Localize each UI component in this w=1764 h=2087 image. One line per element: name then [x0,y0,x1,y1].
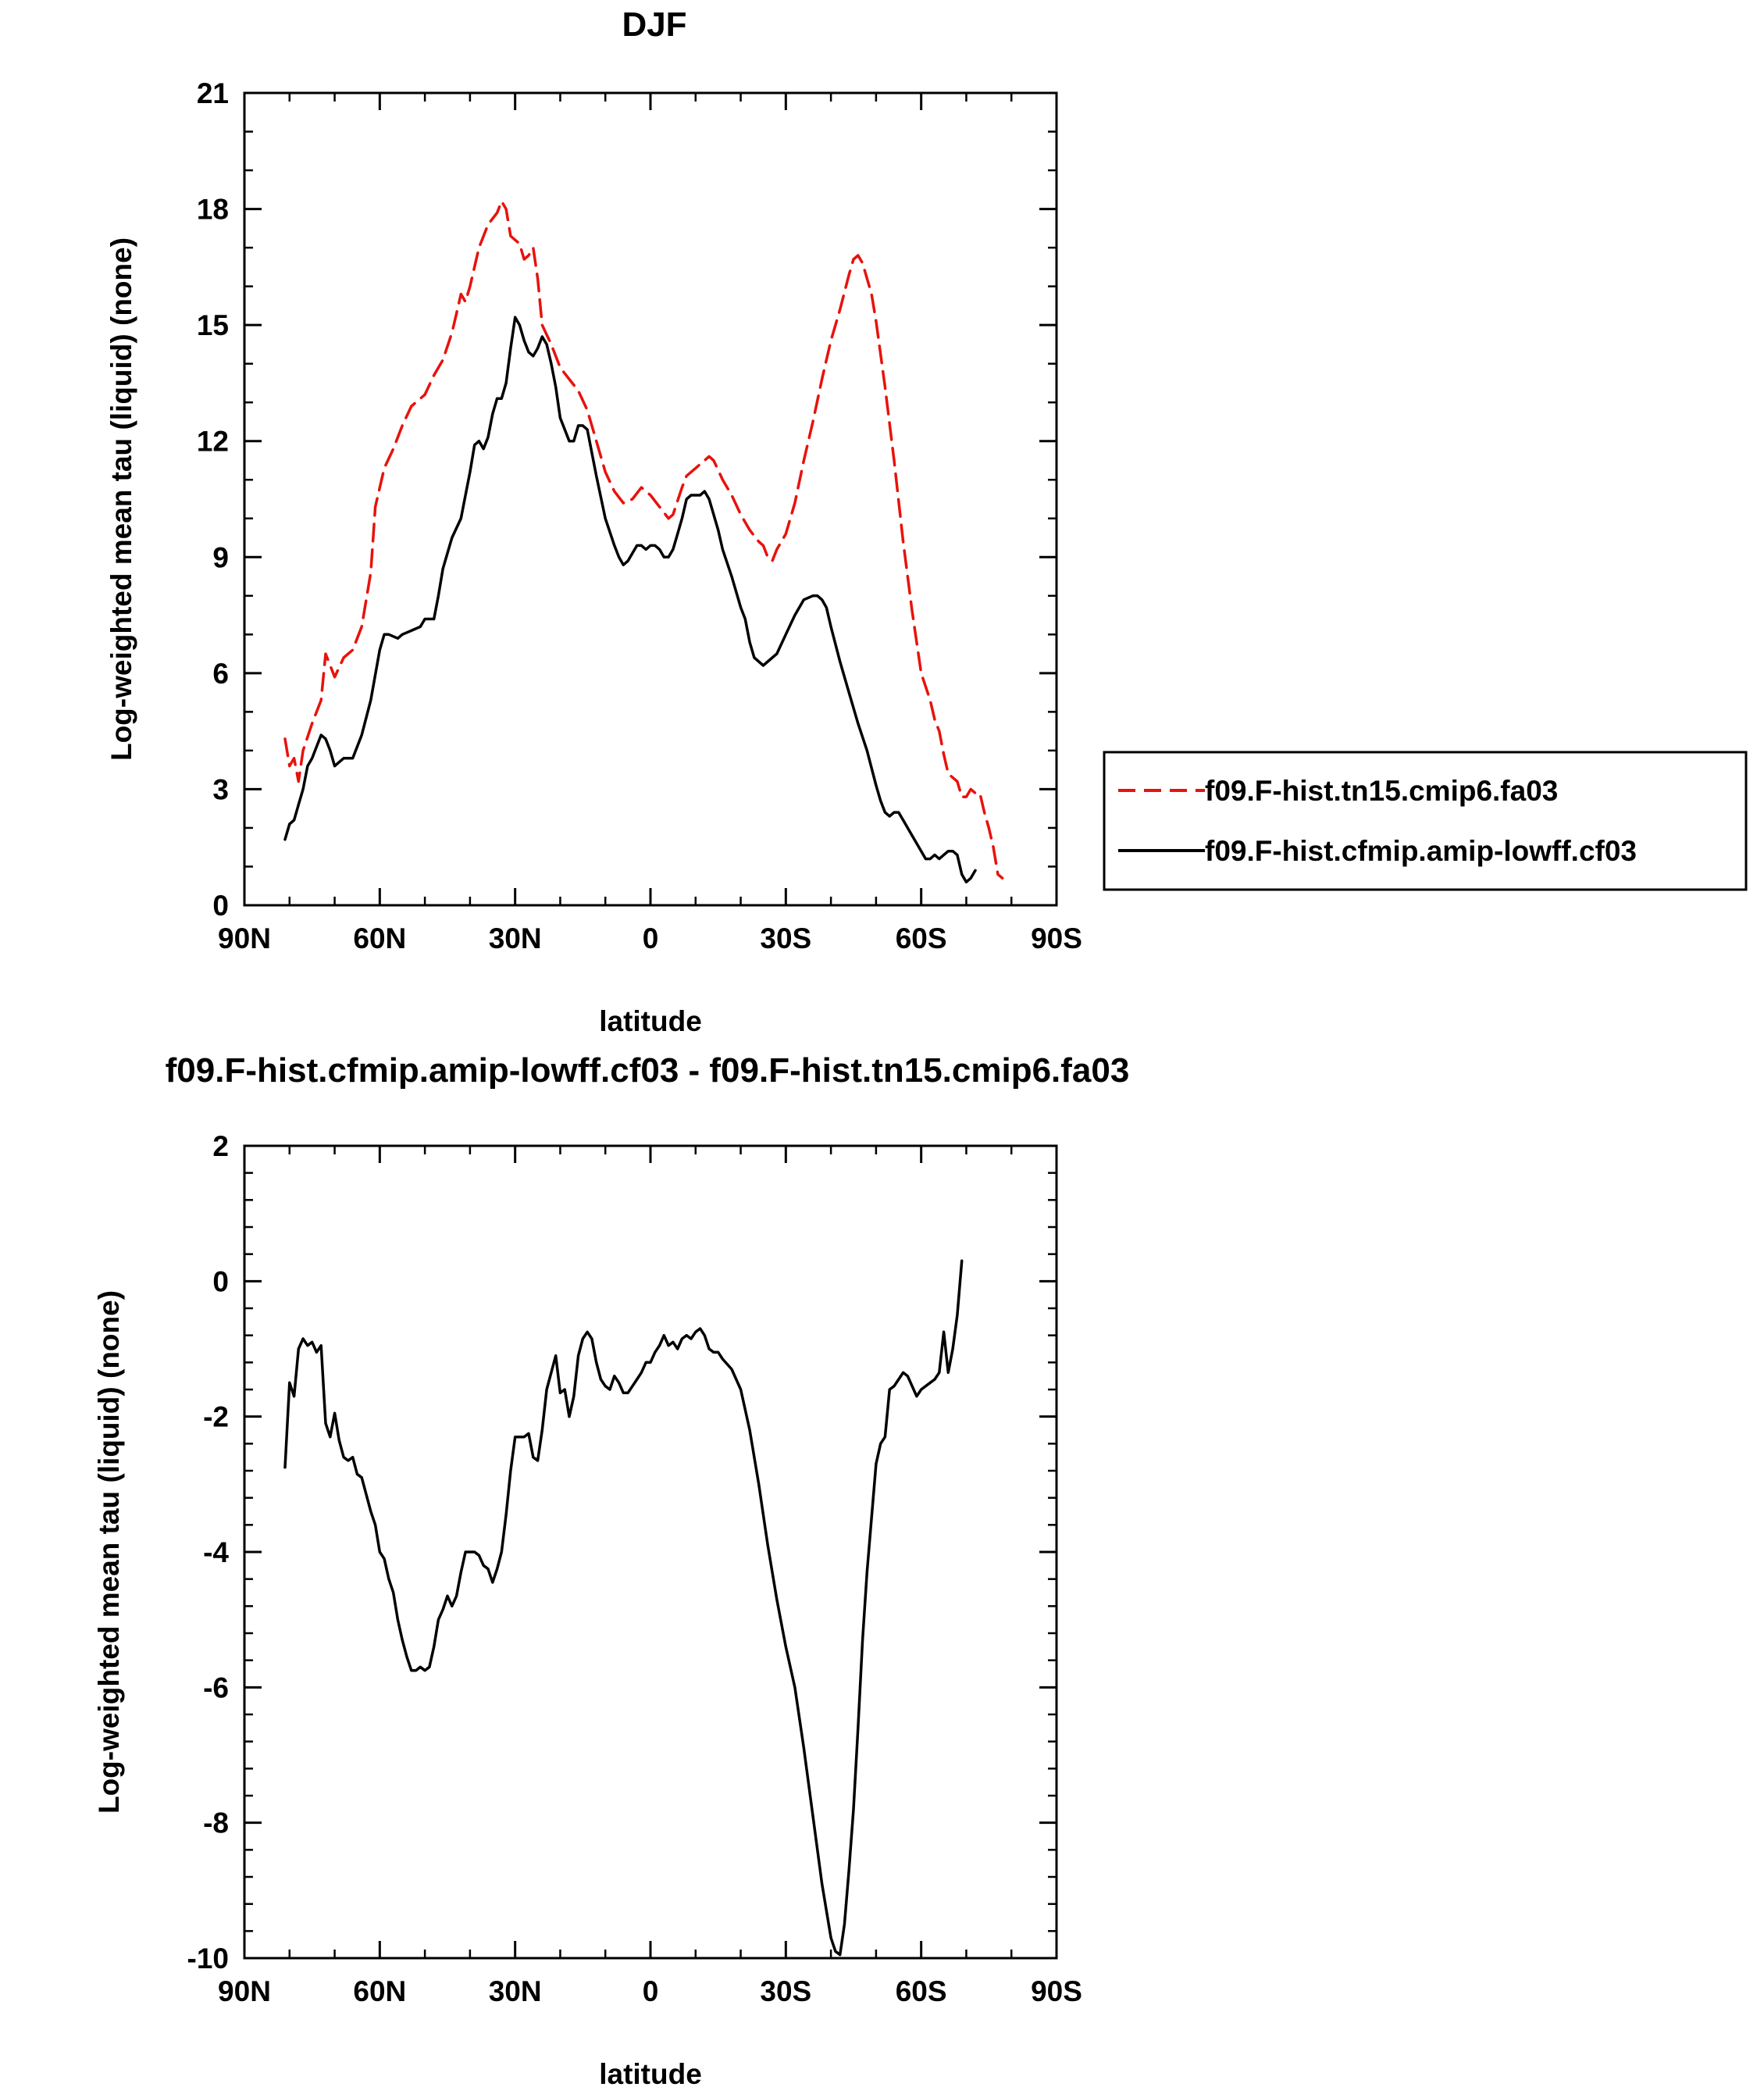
bottom-y-tick-label: -2 [203,1401,229,1433]
bottom-x-tick-label: 90N [218,1975,271,2007]
top-x-tick-label: 30N [489,922,542,954]
top-y-tick-label: 6 [212,658,229,690]
bottom-axis-ticks: 90N 60N 30N 0 30S 60S 90S -10 -8 -6 -4 -2 0 2 [187,1130,1082,2007]
bottom-series-line-1 [283,1259,964,1957]
bottom-chart-title: f09.F-hist.cfmip.amip-lowff.cf03 - f09.F… [166,1051,1130,1090]
bottom-x-tick-label: 90S [1031,1975,1082,2007]
top-y-tick-label: 21 [197,77,229,109]
top-panel: DJF 90N 60N 30N 0 30S 60S 90S 0 3 6 9 12 15 18 21 lati… [105,5,1748,1037]
top-y-tick-label: 15 [197,309,229,341]
bottom-x-tick-label: 30S [760,1975,811,2007]
bottom-series-line [283,1259,964,1957]
legend-label-series-1: f09.F-hist.tn15.cmip6.fa03 [1205,775,1558,807]
top-x-tick-label: 60N [353,922,406,954]
top-x-tick-label: 90N [218,922,271,954]
legend: f09.F-hist.tn15.cmip6.fa03 f09.F-hist.cf… [1103,751,1748,891]
bottom-y-tick-label: 2 [212,1130,229,1162]
bottom-y-axis-label: Log-weighted mean tau (liquid) (none) [93,1290,125,1814]
top-y-tick-label: 9 [212,541,229,573]
bottom-x-tick-label: 60S [896,1975,947,2007]
top-series-lines [283,199,1004,884]
bottom-x-tick-label: 30N [489,1975,542,2007]
top-series-line-2 [283,316,977,884]
legend-label-series-2: f09.F-hist.cfmip.amip-lowff.cf03 [1205,835,1637,867]
top-y-tick-label: 12 [197,426,229,458]
bottom-plot-frame [243,1144,1058,1960]
bottom-y-tick-label: -8 [203,1807,229,1839]
legend-box [1103,751,1748,891]
bottom-x-axis-label: latitude [599,2058,702,2087]
top-plot-frame [243,91,1058,907]
top-axis-ticks: 90N 60N 30N 0 30S 60S 90S 0 3 6 9 12 15 18 21 [197,77,1082,954]
bottom-y-tick-label: -10 [187,1943,229,1975]
top-x-tick-label: 90S [1031,922,1082,954]
bottom-panel: f09.F-hist.cfmip.amip-lowff.cf03 - f09.F… [93,1051,1129,2087]
top-x-tick-label: 60S [896,922,947,954]
top-x-axis-label: latitude [599,1005,702,1037]
top-chart-title: DJF [622,5,686,44]
bottom-x-tick-label: 60N [353,1975,406,2007]
top-y-axis-label: Log-weighted mean tau (liquid) (none) [105,237,137,761]
bottom-y-tick-label: 0 [212,1265,229,1297]
bottom-x-tick-label: 0 [643,1975,659,2007]
bottom-y-tick-label: -4 [203,1536,229,1568]
top-x-tick-label: 0 [643,922,659,954]
top-series-line-1 [283,199,1004,880]
top-y-tick-label: 18 [197,194,229,226]
bottom-y-tick-label: -6 [203,1671,229,1703]
top-x-tick-label: 30S [760,922,811,954]
top-y-tick-label: 3 [212,773,229,805]
top-y-tick-label: 0 [212,890,229,922]
